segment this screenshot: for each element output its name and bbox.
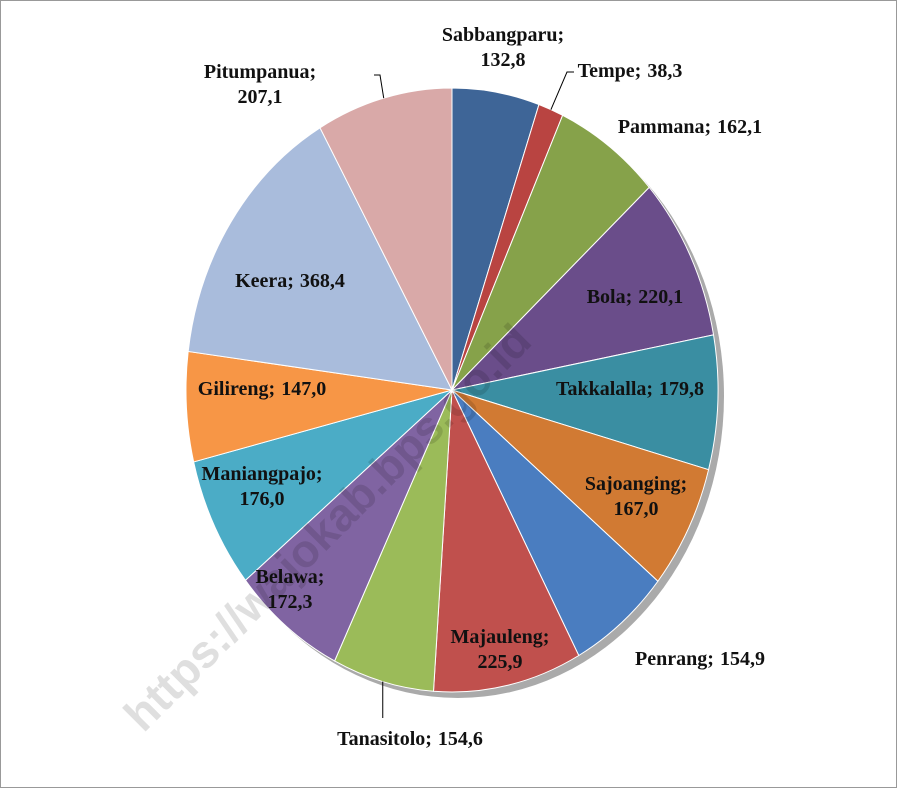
data-label: Maniangpajo; 176,0 [201, 463, 322, 510]
pie-slice [244, 389, 453, 662]
label-value: 207,1 [238, 86, 283, 108]
label-value: 132,8 [481, 49, 526, 71]
data-label: Belawa; 172,3 [256, 566, 325, 613]
pie-slice [450, 334, 719, 471]
pie-slice [187, 127, 453, 391]
leader-line [550, 71, 574, 110]
label-category: Tempe; [578, 60, 642, 82]
pie-slice [432, 388, 580, 693]
label-category: Takkalalla; [556, 378, 653, 400]
label-category: Majauleng; [451, 626, 550, 648]
label-value: 162,1 [717, 116, 762, 138]
data-label: Pitumpanua; 207,1 [204, 61, 316, 108]
label-value: 154,6 [438, 728, 483, 750]
data-label: Pammana; 162,1 [618, 116, 762, 138]
label-value: 147,0 [281, 378, 326, 400]
label-category: Bola; [587, 286, 633, 308]
label-value: 38,3 [647, 60, 682, 82]
data-label: Sajoanging; 167,0 [585, 473, 687, 520]
leader-line [374, 74, 385, 99]
pie-slice [333, 389, 453, 692]
label-value: 179,8 [659, 378, 704, 400]
data-label: Tanasitolo; 154,6 [337, 728, 483, 750]
data-label: Keera; 368,4 [235, 270, 345, 292]
label-category: Penrang; [635, 648, 714, 670]
pie-slice [451, 389, 659, 657]
label-category: Sabbangparu; [442, 24, 564, 46]
label-category: Belawa; [256, 566, 325, 588]
label-category: Tanasitolo; [337, 728, 432, 750]
label-category: Gilireng; [198, 378, 275, 400]
label-value: 172,3 [268, 591, 313, 613]
label-category: Sajoanging; [585, 473, 687, 495]
label-value: 176,0 [240, 488, 285, 510]
label-value: 368,4 [300, 270, 345, 292]
label-category: Pammana; [618, 116, 711, 138]
label-value: 154,9 [720, 648, 765, 670]
label-value: 167,0 [614, 498, 659, 520]
data-label: Bola; 220,1 [587, 286, 684, 308]
pie-slice [193, 389, 453, 582]
label-category: Maniangpajo; [201, 463, 322, 485]
label-value: 220,1 [638, 286, 683, 308]
data-label: Penrang; 154,9 [635, 648, 765, 670]
pie-slice [451, 389, 710, 582]
label-category: Keera; [235, 270, 294, 292]
pie-slice [450, 186, 715, 391]
data-label: Majauleng; 225,9 [451, 626, 550, 673]
data-label: Takkalalla; 179,8 [556, 378, 704, 400]
label-value: 225,9 [478, 651, 523, 673]
data-label: Tempe; 38,3 [578, 60, 683, 82]
pie-slice [319, 87, 453, 391]
pie-slice [451, 114, 650, 391]
label-category: Pitumpanua; [204, 61, 316, 83]
data-label: Gilireng; 147,0 [198, 378, 326, 400]
data-label: Sabbangparu; 132,8 [442, 24, 564, 71]
